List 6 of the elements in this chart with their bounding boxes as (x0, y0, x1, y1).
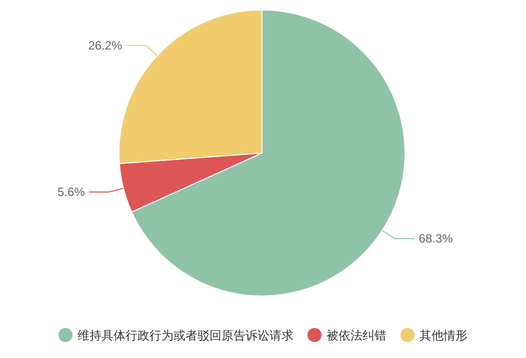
legend-label: 被依法纠错 (326, 328, 386, 342)
legend-label: 其他情形 (420, 328, 468, 342)
legend-label: 维持具体行政行为或者驳回原告诉讼请求 (78, 328, 294, 342)
data-label: 5.6% (58, 185, 86, 200)
data-label: 26.2% (88, 38, 123, 52)
data-label: 68.3% (418, 232, 454, 246)
